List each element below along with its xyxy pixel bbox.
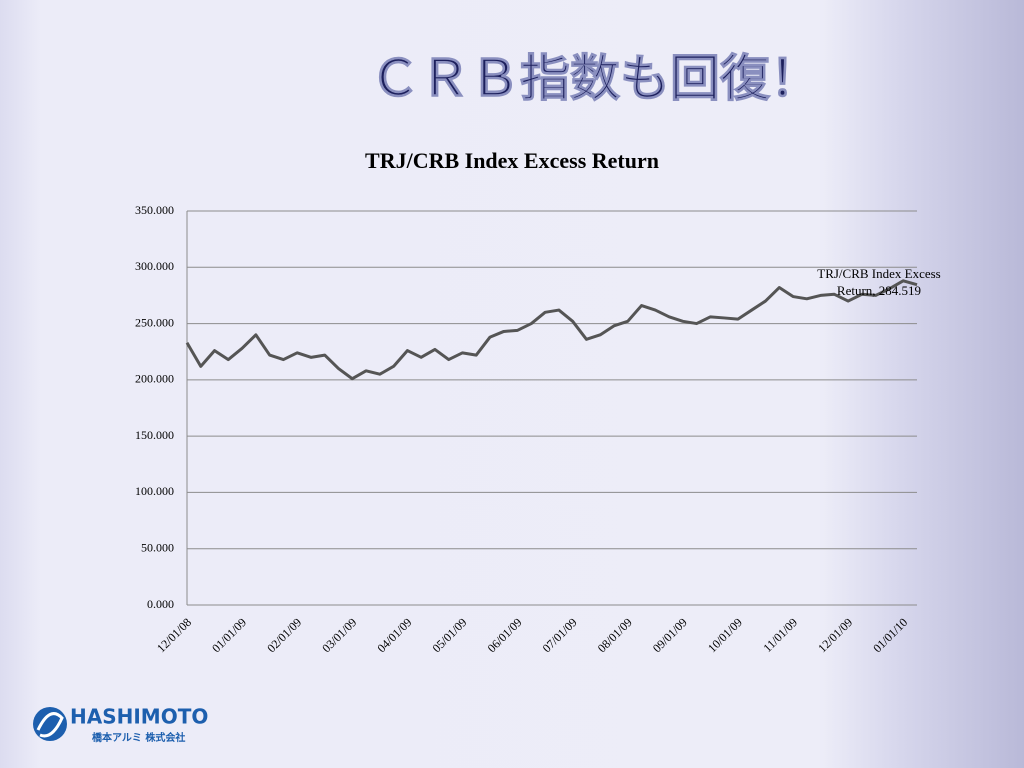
x-tick-label: 06/01/09 bbox=[485, 615, 525, 655]
x-tick-label: 12/01/08 bbox=[154, 615, 194, 655]
data-label: TRJ/CRB Index Excess Return, 284.519 bbox=[817, 266, 941, 298]
x-tick-label: 04/01/09 bbox=[374, 615, 414, 655]
x-tick-label: 01/01/10 bbox=[870, 615, 910, 655]
chart-title: TRJ/CRB Index Excess Return bbox=[365, 148, 659, 173]
x-tick-label: 07/01/09 bbox=[540, 615, 580, 655]
x-tick-label: 10/01/09 bbox=[705, 615, 745, 655]
y-tick-label: 0.000 bbox=[147, 597, 174, 611]
y-tick-label: 50.000 bbox=[141, 540, 174, 554]
y-tick-label: 150.000 bbox=[135, 428, 174, 442]
x-tick-label: 09/01/09 bbox=[650, 615, 690, 655]
x-tick-label: 02/01/09 bbox=[264, 615, 304, 655]
logo-subtitle: 橋本アルミ 株式会社 bbox=[92, 731, 185, 744]
y-tick-label: 200.000 bbox=[135, 372, 174, 386]
x-tick-label: 12/01/09 bbox=[815, 615, 855, 655]
y-tick-label: 300.000 bbox=[135, 259, 174, 273]
x-tick-label: 05/01/09 bbox=[429, 615, 469, 655]
x-tick-label: 03/01/09 bbox=[319, 615, 359, 655]
logo-name: HASHIMOTO bbox=[70, 705, 208, 729]
slide-title: ＣＲＢ指数も回復！ bbox=[370, 50, 820, 108]
data-line bbox=[185, 279, 918, 381]
y-tick-label: 100.000 bbox=[135, 484, 174, 498]
y-tick-label: 350.000 bbox=[135, 203, 174, 217]
y-tick-label: 250.000 bbox=[135, 315, 174, 329]
logo-swoosh bbox=[36, 712, 64, 738]
x-tick-label: 11/01/09 bbox=[760, 615, 800, 655]
x-tick-label: 08/01/09 bbox=[595, 615, 635, 655]
logo: HASHIMOTO 橋本アルミ 株式会社 bbox=[33, 705, 208, 744]
x-tick-label: 01/01/09 bbox=[209, 615, 249, 655]
